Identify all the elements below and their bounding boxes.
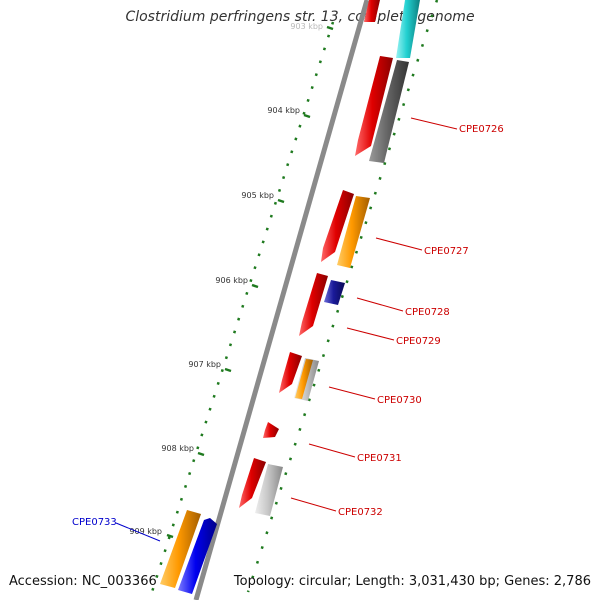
major-tick [224, 367, 232, 373]
gene-label[interactable]: CPE0731 [357, 453, 402, 464]
gene-feature-blue[interactable] [178, 518, 217, 594]
major-tick [251, 283, 259, 289]
gene-feature-red[interactable] [299, 273, 328, 336]
gene-feature-light-gray[interactable] [255, 464, 283, 516]
genome-summary-label: Topology: circular; Length: 3,031,430 bp… [233, 574, 591, 589]
leader-line [328, 386, 376, 400]
leader-line [346, 327, 395, 341]
major-tick [277, 198, 285, 204]
kbp-label: 908 kbp [161, 444, 194, 453]
major-tick [303, 113, 311, 119]
major-tick [166, 533, 174, 539]
gene-feature-dark-gray[interactable] [369, 60, 409, 163]
leader-line [115, 522, 161, 542]
gene-feature-orange[interactable] [295, 359, 313, 399]
gene-feature-orange[interactable] [160, 510, 201, 588]
kbp-major-ticks [166, 25, 334, 539]
gene-feature-red[interactable] [364, 0, 380, 22]
kbp-label: 906 kbp [215, 276, 248, 285]
gene-label[interactable]: CPE0726 [459, 124, 504, 135]
gene-feature-cyan[interactable] [396, 0, 420, 58]
kbp-label: 909 kbp [129, 527, 162, 536]
gene-feature-navy[interactable] [324, 280, 345, 305]
major-tick [197, 451, 205, 457]
kbp-label: 903 kbp [290, 22, 323, 31]
gene-feature-orange[interactable] [337, 196, 370, 268]
gene-label[interactable]: CPE0727 [424, 246, 469, 257]
gene-features [160, 0, 420, 594]
scale-ruler [150, 21, 335, 593]
gene-feature-red[interactable] [321, 190, 354, 262]
leader-line [375, 237, 423, 251]
leader-line [356, 297, 404, 312]
genome-backbone [193, 0, 370, 600]
outer-tick-track [246, 0, 439, 593]
gene-label[interactable]: CPE0730 [377, 395, 422, 406]
gene-feature-red[interactable] [263, 422, 279, 438]
gene-label[interactable]: CPE0728 [405, 307, 450, 318]
kbp-label: 905 kbp [241, 191, 274, 200]
gene-feature-red[interactable] [239, 458, 266, 508]
kbp-label: 907 kbp [188, 360, 221, 369]
gene-feature-red[interactable] [279, 352, 302, 393]
kbp-label: 904 kbp [267, 106, 300, 115]
leader-line [290, 497, 337, 512]
gene-leader-lines [115, 117, 458, 542]
gene-label[interactable]: CPE0733 [72, 517, 117, 528]
leader-line [308, 443, 356, 458]
accession-label: Accession: NC_003366 [9, 574, 157, 589]
major-tick [326, 25, 334, 31]
gene-label[interactable]: CPE0729 [396, 336, 441, 347]
gene-label[interactable]: CPE0732 [338, 507, 383, 518]
genome-title: Clostridium perfringens str. 13, complet… [125, 9, 475, 25]
gene-feature-red[interactable] [355, 56, 393, 156]
leader-line [410, 117, 458, 130]
